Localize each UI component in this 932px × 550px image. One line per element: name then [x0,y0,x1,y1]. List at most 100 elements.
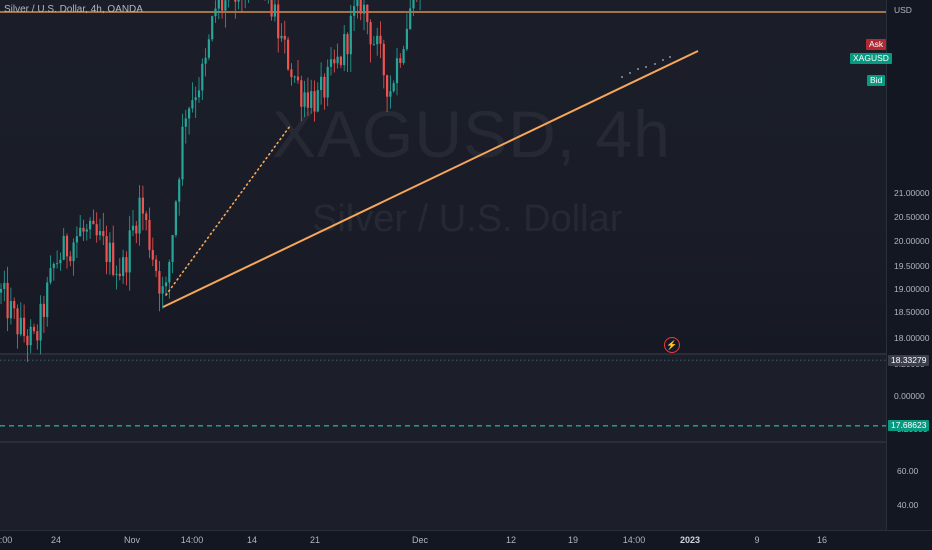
rsi-tick[interactable]: 40.00 [897,500,919,510]
candle-body [353,6,356,16]
candle-body [0,288,3,293]
candle-body [72,242,75,262]
candle-body [329,59,333,67]
time-tick[interactable]: 19 [567,535,579,545]
candle-body [211,16,214,40]
time-tick[interactable]: 9 [754,535,760,545]
candle-body [346,34,349,55]
candle-body [75,236,78,243]
candle-body [333,59,336,64]
time-tick[interactable]: 14:00 [180,535,204,545]
time-tick[interactable]: 16 [816,535,828,545]
candle-body [300,80,303,107]
price-tick[interactable]: 19.50000 [894,261,930,271]
candle-body [214,8,217,17]
candle-body [102,231,105,237]
candle-body [85,229,88,232]
candle-body [108,242,111,263]
time-tick[interactable]: 21 [309,535,321,545]
candle-body [191,100,194,109]
time-axis[interactable]: :00 24 Nov 14:00 14 21 Dec 12 19 14:00 2023 9 16 [0,530,932,550]
candle-body [303,92,306,107]
candle-body [178,179,181,202]
oscillator-pane[interactable] [0,355,886,441]
candle-body [23,317,26,336]
rsi-pane[interactable] [0,443,886,530]
candle-body [204,57,207,64]
candle-body [168,262,171,283]
time-tick[interactable]: Nov [123,535,141,545]
candle-body [405,28,408,50]
oscillator-tick[interactable]: 0.00000 [894,391,925,401]
pane-separator[interactable] [0,441,932,443]
time-tick[interactable]: 14:00 [622,535,646,545]
candle-body [372,44,375,46]
currency-label[interactable]: USD [894,5,912,15]
candle-body [323,76,326,98]
price-tick[interactable]: 18.00000 [894,333,930,343]
candle-body [181,126,184,180]
candle-body [395,58,399,84]
time-tick[interactable]: 2023 [679,535,701,545]
ascending-trendline [162,50,699,308]
candle-body [135,225,138,234]
candle-body [409,8,412,29]
candle-body [382,43,385,76]
candlestick-series [0,0,421,362]
candle-body [369,22,372,45]
candle-body [376,35,379,45]
lightning-icon[interactable]: ⚡ [664,337,680,353]
price-tick[interactable]: 20.00000 [894,236,930,246]
candle-body [65,235,69,257]
candle-body [125,257,128,273]
candle-body [141,197,144,214]
candle-body [174,201,177,236]
price-label: 17.68623 [888,420,930,432]
time-tick[interactable]: :00 [0,535,13,545]
candle-body [82,227,85,232]
candle-body [184,118,187,127]
price-tick[interactable]: 18.50000 [894,307,930,317]
dotted-trendline [165,125,291,296]
projection-dot [621,76,623,78]
price-tick[interactable]: 21.00000 [894,188,930,198]
candle-body [296,76,300,81]
candle-body [412,0,415,9]
candle-body [356,0,359,7]
time-tick[interactable]: 12 [505,535,517,545]
time-tick[interactable]: 24 [50,535,62,545]
time-tick[interactable]: Dec [411,535,429,545]
candle-body [273,4,276,17]
price-pane[interactable] [0,0,886,353]
candle-body [280,35,283,39]
pane-separator[interactable] [0,353,932,355]
symbol-title[interactable]: Silver / U.S. Dollar, 4h, OANDA [4,4,143,15]
price-axis[interactable]: USD 21.00000 20.50000 20.00000 19.50000 19.0… [886,0,932,530]
candle-body [316,90,319,112]
candle-body [69,256,72,262]
time-tick[interactable]: 14 [246,535,258,545]
candle-body [52,263,55,269]
candle-body [287,39,290,70]
candle-body [29,326,32,346]
price-tick[interactable]: 20.50000 [894,212,930,222]
candle-body [224,0,227,11]
candle-body [359,0,362,14]
candle-body [26,335,29,346]
candle-body [194,97,197,101]
candle-body [336,56,339,64]
candle-body [310,91,313,108]
candle-body [171,235,174,263]
candle-body [138,197,141,234]
projection-dot [669,56,671,58]
candle-body [155,259,158,272]
candle-body [188,108,191,119]
candle-body [36,331,39,341]
chart-canvas[interactable] [0,0,886,530]
candle-body [79,227,82,237]
candle-body [326,66,329,98]
candle-body [118,273,121,277]
price-tick[interactable]: 19.00000 [894,284,930,294]
rsi-tick[interactable]: 60.00 [897,466,919,476]
candle-body [283,35,286,40]
